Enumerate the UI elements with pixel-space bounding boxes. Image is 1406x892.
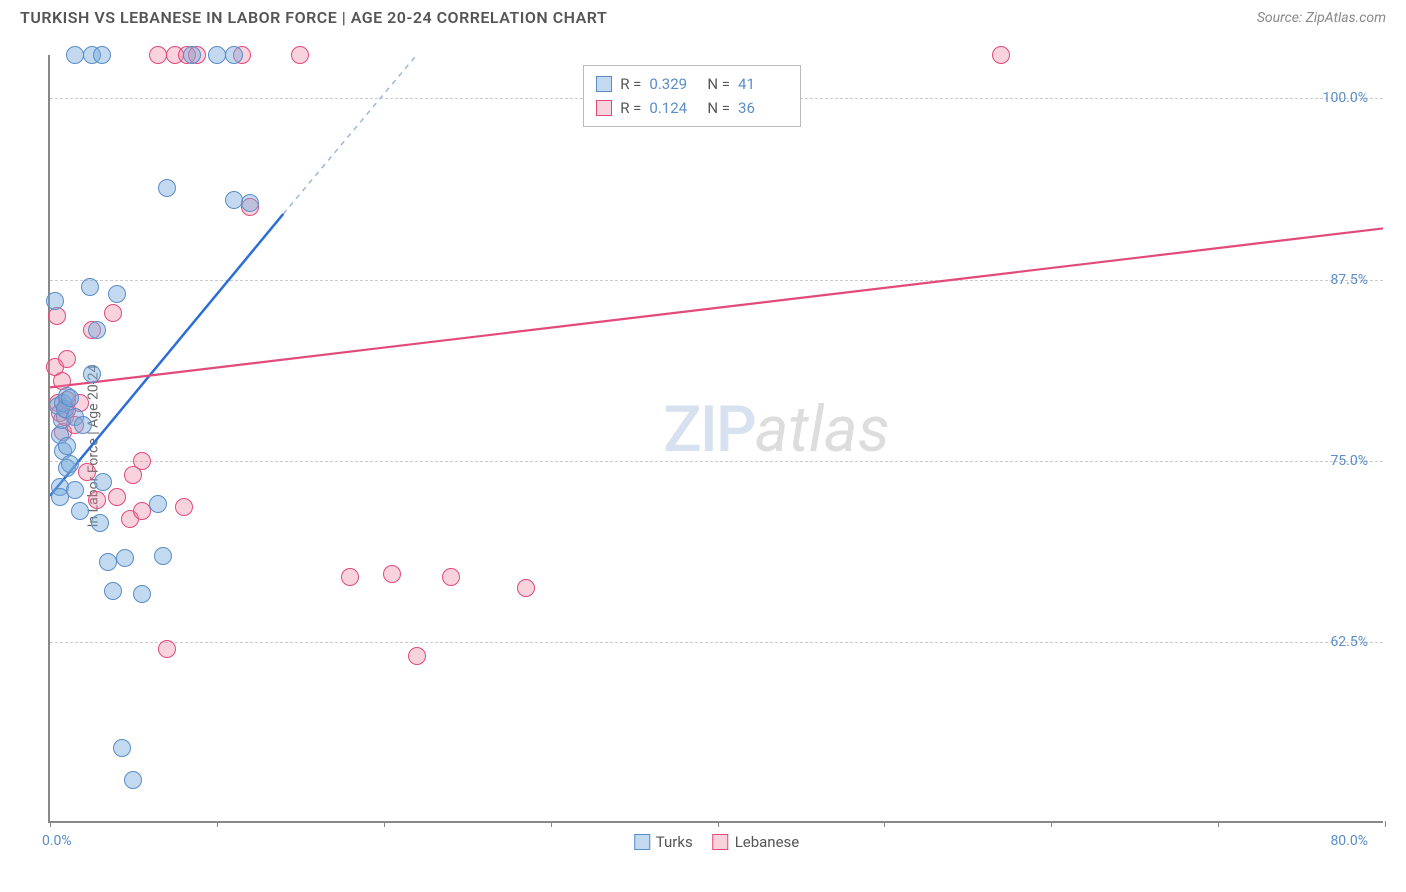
r-label: R = bbox=[620, 72, 641, 96]
data-point-lebanese bbox=[408, 647, 426, 665]
data-point-turks bbox=[108, 285, 126, 303]
gridline bbox=[50, 642, 1383, 643]
data-point-lebanese bbox=[104, 304, 122, 322]
data-point-turks bbox=[83, 365, 101, 383]
watermark-zip: ZIP bbox=[663, 392, 755, 467]
x-tick bbox=[384, 821, 385, 827]
data-point-turks bbox=[66, 46, 84, 64]
n-label: N = bbox=[707, 96, 730, 120]
data-point-lebanese bbox=[158, 640, 176, 658]
stats-legend-box: R = 0.329 N = 41 R = 0.124 N = 36 bbox=[583, 65, 801, 127]
data-point-turks bbox=[66, 481, 84, 499]
data-point-lebanese bbox=[133, 452, 151, 470]
chart-plot-area: In Labor Force | Age 20-24 62.5%75.0%87.… bbox=[48, 55, 1383, 823]
data-point-lebanese bbox=[291, 46, 309, 64]
data-point-turks bbox=[61, 455, 79, 473]
stats-swatch bbox=[596, 76, 612, 92]
n-label: N = bbox=[707, 72, 730, 96]
data-point-turks bbox=[99, 553, 117, 571]
data-point-turks bbox=[113, 739, 131, 757]
data-point-turks bbox=[158, 179, 176, 197]
y-tick-label: 87.5% bbox=[1330, 272, 1368, 288]
gridline bbox=[50, 280, 1383, 281]
data-point-lebanese bbox=[992, 46, 1010, 64]
legend-swatch-turks bbox=[634, 834, 650, 850]
trend-lines bbox=[50, 55, 1383, 821]
data-point-turks bbox=[183, 46, 201, 64]
data-point-turks bbox=[71, 502, 89, 520]
data-point-turks bbox=[58, 437, 76, 455]
watermark: ZIPatlas bbox=[663, 392, 890, 467]
y-tick-label: 75.0% bbox=[1330, 453, 1368, 469]
data-point-turks bbox=[46, 292, 64, 310]
watermark-atlas: atlas bbox=[755, 392, 890, 467]
data-point-lebanese bbox=[383, 565, 401, 583]
data-point-turks bbox=[93, 46, 111, 64]
r-value: 0.124 bbox=[649, 96, 699, 120]
legend-item-turks: Turks bbox=[634, 833, 693, 851]
data-point-turks bbox=[104, 582, 122, 600]
data-point-turks bbox=[154, 547, 172, 565]
data-point-turks bbox=[133, 585, 151, 603]
data-point-lebanese bbox=[517, 579, 535, 597]
data-point-lebanese bbox=[149, 46, 167, 64]
y-tick-label: 100.0% bbox=[1323, 90, 1368, 106]
stats-row: R = 0.124 N = 36 bbox=[596, 96, 788, 120]
data-point-turks bbox=[88, 321, 106, 339]
stats-swatch bbox=[596, 100, 612, 116]
data-point-turks bbox=[94, 473, 112, 491]
gridline bbox=[50, 461, 1383, 462]
x-tick bbox=[551, 821, 552, 827]
data-point-lebanese bbox=[58, 350, 76, 368]
legend-label-lebanese: Lebanese bbox=[735, 833, 800, 851]
x-tick bbox=[1218, 821, 1219, 827]
r-value: 0.329 bbox=[649, 72, 699, 96]
stats-row: R = 0.329 N = 41 bbox=[596, 72, 788, 96]
data-point-turks bbox=[208, 46, 226, 64]
data-point-turks bbox=[225, 46, 243, 64]
y-tick-label: 62.5% bbox=[1330, 634, 1368, 650]
data-point-lebanese bbox=[175, 498, 193, 516]
data-point-lebanese bbox=[78, 463, 96, 481]
x-tick bbox=[1051, 821, 1052, 827]
n-value: 41 bbox=[738, 72, 788, 96]
data-point-turks bbox=[61, 389, 79, 407]
legend-label-turks: Turks bbox=[656, 833, 693, 851]
data-point-lebanese bbox=[133, 502, 151, 520]
data-point-turks bbox=[241, 194, 259, 212]
n-value: 36 bbox=[738, 96, 788, 120]
x-tick bbox=[50, 821, 51, 827]
data-point-turks bbox=[81, 278, 99, 296]
x-axis-min-label: 0.0% bbox=[42, 833, 72, 849]
r-label: R = bbox=[620, 96, 641, 120]
data-point-lebanese bbox=[341, 568, 359, 586]
x-tick bbox=[884, 821, 885, 827]
legend-item-lebanese: Lebanese bbox=[713, 833, 800, 851]
source-label: Source: ZipAtlas.com bbox=[1257, 10, 1386, 26]
x-tick bbox=[1385, 821, 1386, 827]
legend-swatch-lebanese bbox=[713, 834, 729, 850]
x-tick bbox=[718, 821, 719, 827]
data-point-turks bbox=[74, 416, 92, 434]
x-axis-max-label: 80.0% bbox=[1330, 833, 1368, 849]
chart-title: TURKISH VS LEBANESE IN LABOR FORCE | AGE… bbox=[20, 8, 607, 27]
bottom-legend: Turks Lebanese bbox=[634, 833, 800, 851]
x-tick bbox=[217, 821, 218, 827]
chart-header: TURKISH VS LEBANESE IN LABOR FORCE | AGE… bbox=[0, 0, 1406, 35]
data-point-lebanese bbox=[88, 491, 106, 509]
data-point-turks bbox=[91, 514, 109, 532]
data-point-turks bbox=[116, 549, 134, 567]
data-point-lebanese bbox=[442, 568, 460, 586]
data-point-lebanese bbox=[108, 488, 126, 506]
data-point-turks bbox=[149, 495, 167, 513]
data-point-turks bbox=[225, 191, 243, 209]
data-point-turks bbox=[124, 771, 142, 789]
